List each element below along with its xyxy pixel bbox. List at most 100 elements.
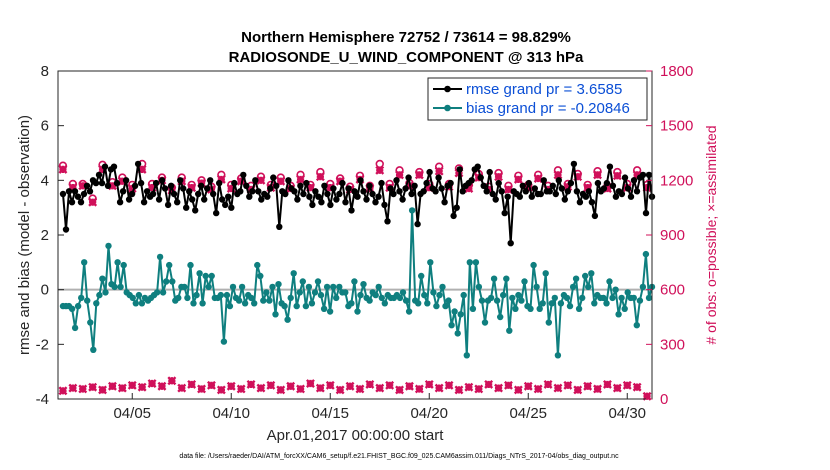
low-obs-marker — [266, 380, 276, 390]
bias-point — [588, 270, 595, 277]
bias-point — [615, 311, 622, 318]
bias-point — [196, 270, 203, 277]
rmse-point — [74, 193, 82, 200]
rmse-point — [396, 188, 403, 195]
bias-point — [487, 294, 495, 302]
rmse-point — [270, 174, 277, 181]
rmse-point — [285, 177, 292, 184]
assimilated-obs-marker — [504, 184, 513, 194]
rmse-point — [155, 196, 163, 203]
rmse-point — [375, 193, 382, 200]
bias-point — [305, 283, 313, 291]
bias-point — [433, 302, 440, 310]
bias-point — [99, 275, 106, 282]
rmse-point — [474, 163, 481, 170]
rmse-point — [366, 182, 373, 189]
bias-point — [630, 294, 637, 302]
rmse-point — [327, 201, 334, 209]
rmse-point — [312, 188, 319, 195]
low-obs-marker — [147, 379, 157, 388]
rmse-point — [531, 185, 538, 192]
bias-point — [448, 322, 455, 329]
bias-point — [229, 283, 237, 291]
bias-point — [351, 278, 358, 285]
rmse-point — [402, 185, 409, 192]
rmse-point — [561, 196, 568, 203]
y-tick-label: 4 — [41, 172, 49, 189]
low-obs-marker — [365, 379, 375, 389]
rmse-point — [83, 182, 91, 189]
bias-point — [600, 294, 607, 302]
rmse-point — [137, 179, 145, 187]
bias-point — [542, 270, 549, 277]
bias-point — [518, 297, 525, 304]
rmse-point — [558, 185, 565, 192]
bias-point — [405, 308, 413, 315]
x-tick-label: 04/30 — [608, 405, 646, 422]
low-obs-marker — [642, 391, 652, 401]
low-obs-marker — [296, 384, 305, 394]
assimilated-obs-marker — [147, 183, 157, 193]
rmse-point — [152, 179, 160, 187]
plot-area — [58, 71, 652, 399]
low-obs-marker — [444, 380, 454, 390]
rmse-point — [408, 190, 415, 198]
low-obs-marker — [117, 383, 127, 393]
bias-point — [105, 242, 112, 250]
x-tick-label: 04/10 — [212, 405, 250, 422]
assimilated-obs-marker — [573, 172, 583, 182]
assimilated-obs-marker — [325, 183, 335, 193]
bias-point — [266, 297, 273, 304]
bias-point — [575, 305, 583, 312]
bias-point — [159, 289, 167, 296]
bias-point — [548, 300, 555, 307]
x-tick-label: 04/05 — [113, 405, 151, 422]
assimilated-obs-marker — [494, 172, 503, 182]
rmse-point — [381, 201, 388, 209]
rmse-point — [585, 188, 593, 195]
low-obs-marker — [533, 384, 543, 394]
rmse-point — [603, 179, 611, 187]
bias-point — [138, 300, 146, 307]
rmse-point — [267, 185, 274, 192]
bias-point — [114, 259, 121, 266]
rmse-point — [516, 193, 523, 200]
rmse-point — [324, 190, 331, 198]
bias-point — [557, 300, 565, 307]
bias-point — [402, 297, 410, 304]
bias-point — [251, 300, 258, 307]
low-obs-marker — [127, 380, 137, 390]
bias-point — [636, 297, 644, 304]
rmse-point — [369, 190, 376, 198]
bias-point — [241, 300, 249, 307]
assimilated-obs-marker — [216, 174, 226, 184]
low-obs-marker — [58, 386, 68, 396]
assimilated-obs-marker — [108, 181, 117, 191]
low-obs-marker — [187, 379, 197, 389]
rmse-point — [426, 168, 433, 176]
bias-point — [582, 272, 589, 280]
assimilated-obs-marker — [533, 174, 543, 183]
bias-point — [439, 283, 446, 291]
legend-rmse-label: rmse grand pr = 3.6585 — [466, 81, 622, 98]
y-tick-label: 6 — [41, 118, 49, 135]
bias-point — [621, 305, 628, 312]
bias-point — [166, 261, 173, 269]
assimilated-obs-marker — [375, 165, 385, 175]
low-obs-marker — [236, 384, 246, 394]
bias-point — [84, 297, 91, 304]
rmse-point — [573, 188, 581, 195]
bias-point — [378, 294, 385, 302]
low-obs-marker — [424, 379, 434, 389]
rmse-point — [405, 174, 412, 181]
rmse-point — [101, 163, 109, 170]
bias-point — [357, 291, 364, 299]
bias-point — [515, 291, 522, 299]
rmse-point — [372, 199, 379, 206]
bias-point — [330, 283, 337, 291]
rmse-point — [453, 204, 460, 211]
x-tick-label: 04/15 — [311, 405, 349, 422]
rmse-point — [387, 185, 394, 192]
rmse-point — [195, 190, 202, 198]
